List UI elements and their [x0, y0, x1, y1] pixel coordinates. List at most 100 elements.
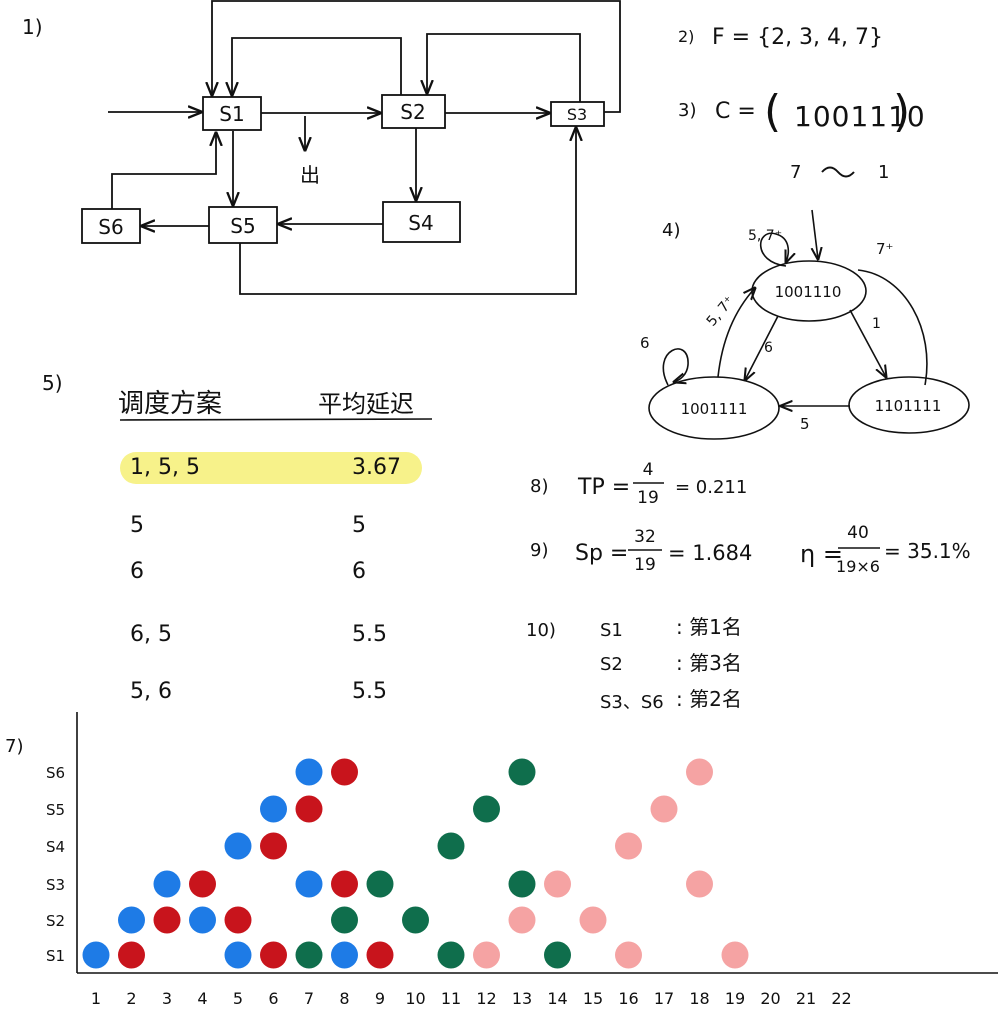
chart-point-red: [189, 870, 216, 898]
chart-point-pink: [686, 758, 713, 786]
chart-point-red: [224, 906, 252, 934]
edge-s3-s1: [212, 0, 621, 113]
chart-point-green: [402, 906, 429, 934]
station-box-s3: [550, 101, 605, 127]
state-edge-top-right-curve: [857, 269, 928, 386]
chart-point-blue: [82, 941, 110, 969]
state-edge-top-left: [745, 315, 779, 380]
state-entry-arrow: [812, 209, 818, 259]
chart-point-blue: [224, 832, 252, 860]
chart-y-tick: S4: [46, 838, 65, 856]
bottleneck-rank-3: : 第2名: [676, 687, 742, 711]
tp-lhs: TP =: [577, 475, 630, 500]
chart-point-pink: [615, 941, 642, 969]
chart-point-pink: [650, 795, 678, 823]
station-label-s2: S2: [400, 100, 425, 124]
chart-x-tick: 17: [654, 989, 674, 1008]
station-label-s6: S6: [98, 215, 123, 239]
table-row-avg: 5.5: [352, 622, 387, 647]
schedule-table-rows: 1, 5, 5 3.67 5 5 6 6 6, 5 5.5 5, 6 5.5: [130, 455, 401, 704]
chart-point-pink: [615, 832, 642, 860]
edge-s3-s2: [427, 33, 581, 102]
table-row-plan: 6, 5: [130, 622, 172, 647]
section-label-4: 4): [662, 220, 680, 241]
collision-vector: 1001110: [794, 100, 926, 133]
edge-label-right-to-top: 1: [872, 316, 881, 332]
chart-point-blue: [260, 795, 287, 823]
chart-point-pink: [721, 941, 749, 969]
chart-x-tick: 19: [725, 989, 745, 1008]
table-row-avg: 6: [352, 559, 366, 584]
edge-label-left-to-top: 5, 7⁺: [704, 293, 738, 329]
station-box-s4: [382, 201, 461, 243]
chart-point-blue: [295, 758, 323, 786]
chart-point-pink: [686, 870, 713, 898]
state-edge-left-top: [717, 288, 755, 378]
station-box-s5: [208, 206, 278, 244]
chart-x-tick: 5: [233, 989, 243, 1008]
station-label-s1: S1: [219, 102, 244, 126]
station-label-s5: S5: [230, 214, 255, 238]
station-label-s4: S4: [408, 211, 433, 235]
section-label-8: 8): [530, 476, 548, 497]
section-label-9: 9): [530, 540, 548, 561]
chart-point-red: [260, 941, 287, 969]
table-row-avg: 5: [352, 513, 366, 538]
table-row-avg: 5.5: [352, 679, 387, 704]
table-row-plan: 1, 5, 5: [130, 455, 200, 480]
state-loop-left: [662, 348, 689, 386]
chart-point-green: [508, 870, 536, 898]
chart-point-red: [153, 906, 181, 934]
eta-lhs: η =: [800, 540, 843, 568]
chart-x-tick: 20: [760, 989, 780, 1008]
chart-point-green: [544, 941, 571, 969]
sp-result: = 1.684: [668, 541, 752, 565]
section-label-10: 10): [526, 620, 556, 641]
chart-point-blue: [153, 870, 181, 898]
chart-y-tick: S6: [46, 764, 65, 782]
edge-label-right-to-left: 5: [800, 415, 810, 433]
tp-numerator: 4: [643, 460, 654, 480]
chart-x-tick: 22: [831, 989, 851, 1008]
bottleneck-station-1: S1: [600, 620, 623, 641]
chart-x-tick: 8: [339, 989, 349, 1008]
edge-label-self-top: 5, 7⁺: [748, 228, 782, 244]
chart-x-tick: 13: [512, 989, 532, 1008]
eta-denominator: 19×6: [836, 557, 880, 576]
state-node-left: [648, 376, 780, 440]
chart-point-pink: [579, 906, 607, 934]
chart-point-red: [118, 941, 145, 969]
sp-denominator: 19: [634, 555, 656, 575]
collision-range-from: 7: [790, 162, 801, 183]
chart-point-green: [437, 832, 465, 860]
state-edge-top-right: [849, 309, 886, 377]
exit-label: 出: [300, 163, 320, 187]
sp-lhs: Sp =: [575, 541, 628, 566]
chart-point-pink: [508, 906, 536, 934]
chart-x-tick: 15: [583, 989, 603, 1008]
table-row-plan: 6: [130, 559, 144, 584]
chart-point-green: [295, 941, 323, 969]
chart-point-blue: [189, 906, 216, 934]
highlight-band: [120, 452, 422, 484]
edge-s2-s1: [232, 37, 402, 95]
chart-point-blue: [118, 906, 145, 934]
chart-point-pink: [473, 941, 500, 969]
table-row-plan: 5: [130, 513, 144, 538]
eta-result: = 35.1%: [884, 539, 971, 563]
flow-diagram: [81, 0, 621, 295]
chart-point-red: [366, 941, 394, 969]
chart-point-red: [331, 758, 358, 786]
chart-x-tick: 21: [796, 989, 816, 1008]
chart-x-tick: 14: [547, 989, 567, 1008]
tilde-mark: [821, 166, 855, 178]
bottleneck-station-3: S3、S6: [600, 692, 664, 713]
station-label-s3: S3: [567, 105, 587, 124]
table-header-avg: 平均延迟: [318, 390, 414, 418]
station-box-s2: [381, 94, 446, 129]
chart-point-blue: [224, 941, 252, 969]
chart-point-green: [508, 758, 536, 786]
state-loop-top: [759, 232, 789, 267]
chart-x-tick: 4: [197, 989, 207, 1008]
